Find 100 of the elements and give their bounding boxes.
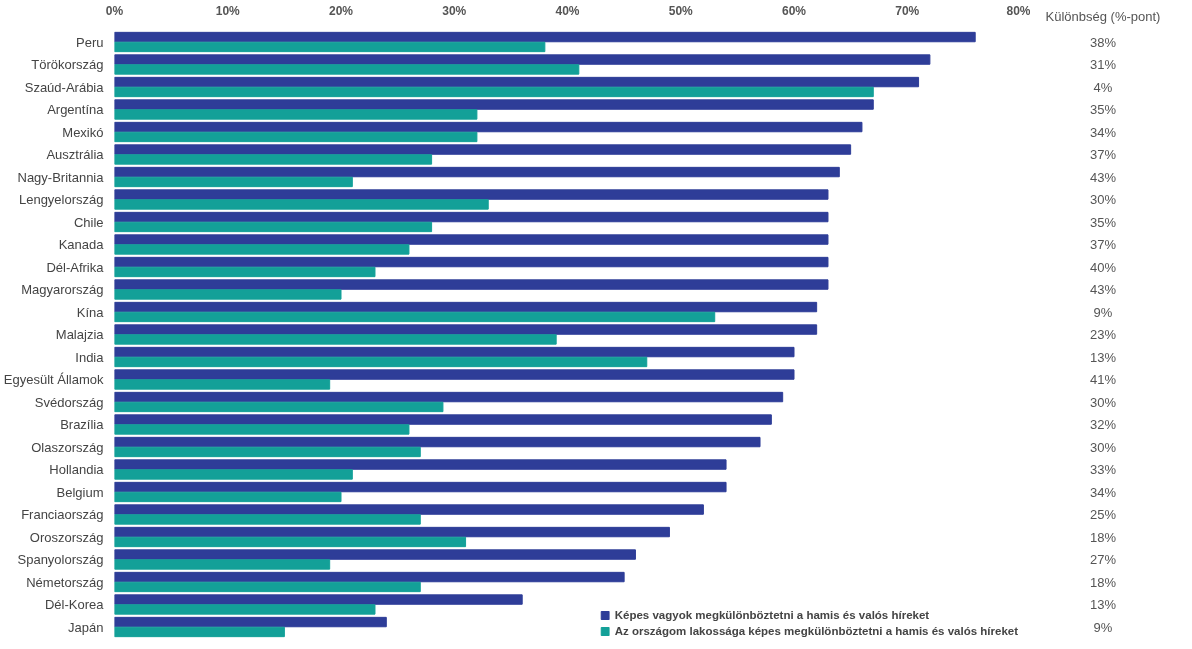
y-tick-label: Egyesült Államok (3, 372, 104, 387)
bar (114, 401, 444, 413)
text: 27% (1089, 552, 1117, 567)
text: 41% (1089, 372, 1117, 387)
bar (114, 76, 920, 88)
bar (114, 64, 580, 75)
bar (114, 626, 285, 638)
x-tick-label: 70% (895, 3, 920, 18)
y-tick-label: Japán (68, 619, 104, 635)
text: 9% (1093, 619, 1113, 635)
bar (114, 504, 704, 515)
bar (114, 301, 818, 313)
bar (114, 424, 410, 435)
bar (114, 571, 625, 583)
y-tick-label: Kanada (58, 237, 105, 252)
y-tick-label: Hollandia (49, 462, 105, 477)
y-tick-label: Olaszország (31, 439, 104, 455)
y-tick-label: Dél-Korea (44, 597, 105, 612)
bar (114, 491, 342, 503)
text: Különbség (%-pont) (1045, 8, 1161, 24)
bar (114, 244, 410, 255)
text: 43% (1089, 169, 1117, 185)
bar (114, 266, 376, 278)
bar (114, 459, 727, 470)
text: 38% (1089, 34, 1117, 50)
bar (114, 446, 421, 458)
bar (114, 356, 648, 368)
text: 32% (1089, 417, 1117, 432)
bar (114, 41, 546, 53)
bar (114, 279, 829, 290)
text: 9% (1093, 304, 1113, 320)
y-tick-label: Peru (76, 34, 104, 50)
text: 35% (1089, 102, 1117, 117)
y-tick-label: Szaúd-Arábia (24, 79, 105, 95)
y-tick-label: Svédország (34, 394, 104, 410)
bar (114, 199, 489, 210)
bar (114, 369, 795, 380)
bar (114, 54, 931, 65)
y-tick-label: Mexikó (62, 124, 104, 140)
x-tick-label: 60% (781, 3, 807, 18)
text: 30% (1089, 192, 1117, 207)
bar (114, 594, 523, 605)
x-tick-label: 30% (442, 3, 467, 18)
x-tick-label: 50% (668, 3, 694, 18)
x-tick-label: 0% (105, 3, 124, 18)
bar (114, 379, 331, 390)
bar (114, 256, 829, 268)
text: 18% (1089, 574, 1117, 590)
bar (114, 616, 387, 628)
text: 30% (1089, 439, 1117, 455)
legend-label: Az országom lakossága képes megkülönböztetni a hamis és valós híreket (614, 624, 1018, 638)
bar (114, 289, 342, 300)
bar (114, 526, 670, 538)
bar (114, 559, 331, 570)
bar (114, 514, 421, 525)
bar (114, 334, 557, 345)
text: 23% (1089, 327, 1117, 342)
y-tick-label: Nagy-Britannia (17, 169, 105, 185)
y-tick-label: Malajzia (55, 327, 105, 342)
bar (114, 99, 874, 110)
bar (114, 414, 772, 425)
bar (114, 234, 829, 245)
y-tick-label: Törökország (31, 57, 104, 72)
x-tick-label: 10% (215, 3, 241, 18)
y-tick-label: Belgium (56, 484, 104, 500)
text: 34% (1089, 124, 1117, 140)
bar (114, 221, 433, 233)
y-tick-label: Dél-Afrika (46, 259, 105, 275)
text: 43% (1089, 282, 1117, 297)
bar (114, 189, 829, 200)
bar (114, 144, 852, 155)
bar (114, 549, 636, 560)
bar (114, 436, 761, 448)
legend-label: Képes vagyok megkülönböztetni a hamis és valós híreket (614, 608, 930, 622)
bar (114, 131, 478, 143)
y-tick-label: Argentína (47, 102, 105, 117)
text: 33% (1089, 462, 1117, 477)
y-tick-label: Brazília (60, 417, 105, 432)
x-tick-label: 80% (1006, 3, 1031, 18)
bar (114, 31, 976, 43)
y-tick-label: Chile (73, 214, 104, 230)
bar (114, 166, 840, 178)
bar (114, 391, 784, 403)
text: 4% (1093, 79, 1113, 95)
y-tick-label: Németország (26, 574, 104, 590)
text: 13% (1089, 349, 1117, 365)
text: 40% (1089, 259, 1117, 275)
y-tick-label: Lengyelország (18, 192, 104, 207)
text: 34% (1089, 484, 1117, 500)
bar (114, 86, 874, 98)
bar (114, 311, 716, 323)
bar (114, 604, 376, 615)
y-tick-label: Kína (76, 304, 105, 320)
text: 31% (1089, 57, 1117, 72)
text: 13% (1089, 597, 1117, 612)
text: 37% (1089, 237, 1117, 252)
bar (114, 581, 421, 593)
bar (114, 481, 727, 493)
y-tick-label: Franciaország (21, 507, 104, 522)
y-tick-label: Ausztrália (46, 147, 105, 162)
